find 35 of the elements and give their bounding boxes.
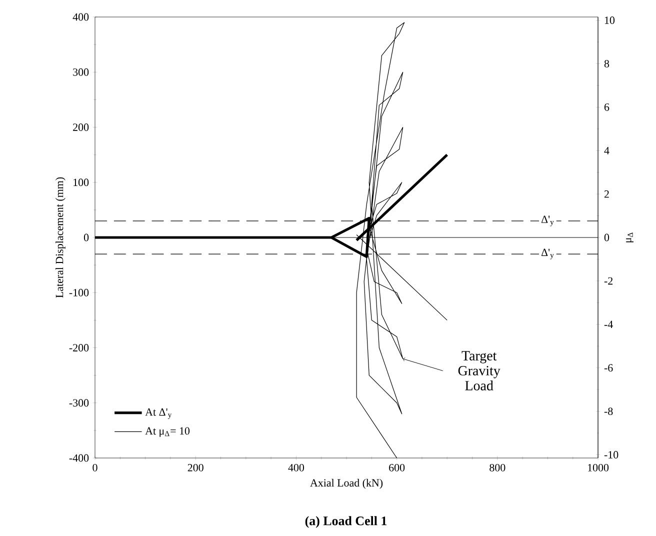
y-tick-label: -200 (69, 344, 89, 352)
annotation: Target Gravity Load (458, 351, 500, 390)
y2-tick-label: 0 (604, 234, 610, 242)
y2-tick-label: -8 (604, 408, 613, 415)
x-tick-label: 400 (288, 464, 304, 472)
y-tick-label: -300 (69, 399, 89, 407)
y-tick-label: 200 (73, 124, 89, 131)
x-tick-label: 1000 (588, 464, 609, 472)
y2-tick-label: 10 (604, 16, 615, 24)
legend-label: At Δ'$_{y}$ (145, 408, 172, 419)
x-tick-label: 0 (92, 464, 98, 472)
ref-line-label: Δ'$_{y}$ (541, 248, 554, 260)
x-tick-label: 200 (188, 464, 204, 472)
y2-tick-label: -10 (604, 451, 618, 458)
x-axis-title: Axial Load (kN) (310, 478, 383, 489)
x-tick-label: 600 (389, 464, 405, 472)
y2-tick-label: -4 (604, 320, 613, 328)
y-tick-label: 100 (74, 178, 89, 186)
y2-tick-label: 8 (604, 60, 610, 68)
y2-tick-label: 2 (604, 190, 609, 198)
y2-tick-label: 4 (604, 147, 610, 154)
y-axis-title: Lateral Displacement (mm) (55, 177, 66, 298)
y-tick-label: 400 (72, 13, 89, 21)
y2-tick-label: -6 (604, 364, 613, 372)
y2-tick-label: -2 (604, 277, 613, 285)
y-tick-label: -400 (69, 454, 89, 462)
x-tick-label: 800 (490, 464, 506, 472)
legend-label: At μ$_{Δ}$= 10 (145, 427, 190, 437)
ref-line-label: Δ'$_{y}$ (541, 216, 554, 226)
y2-tick-label: 6 (604, 103, 610, 111)
y-tick-label: -100 (69, 288, 89, 296)
y2-axis-title: μ$_{Δ}$ (626, 232, 634, 242)
y-tick-label: 0 (84, 234, 89, 242)
text: (a) Load Cell 1 (305, 516, 387, 528)
y-tick-label: 300 (73, 68, 89, 76)
